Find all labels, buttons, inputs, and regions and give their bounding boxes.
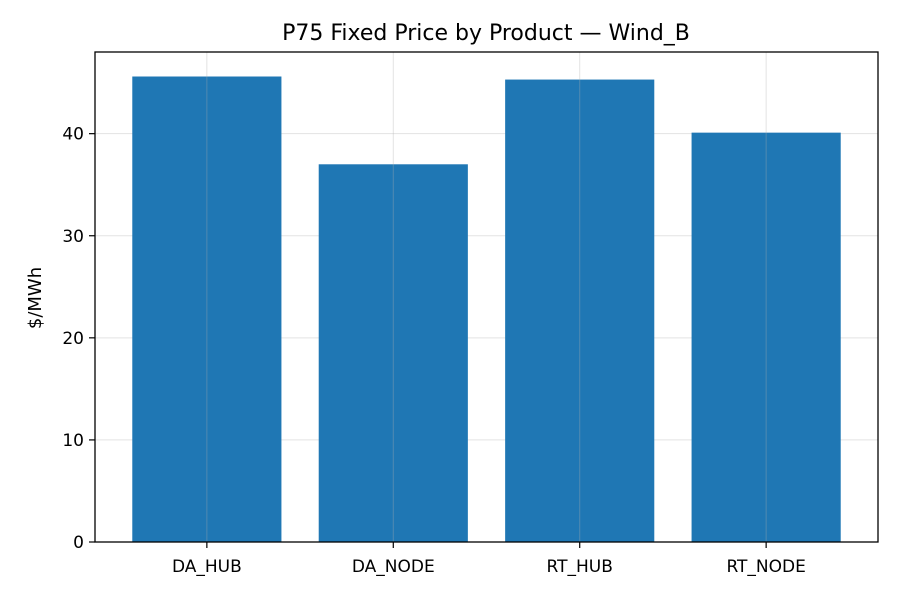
overlay-grid-layer <box>206 52 767 542</box>
y-tick-label: 10 <box>62 431 84 451</box>
x-tick-label: DA_HUB <box>172 557 242 577</box>
y-axis-label: $/MWh <box>25 267 46 329</box>
y-tick-label: 40 <box>62 125 84 145</box>
axis-layer <box>89 133 767 548</box>
bar-rt-node <box>691 132 841 543</box>
bar-da-node <box>318 164 468 542</box>
x-tick-label: RT_NODE <box>726 557 805 577</box>
tick-label-layer: 0 10 20 30 40 DA_HUB DA_NODE RT_HUB RT_NODE <box>62 125 805 577</box>
plot-frame <box>94 51 879 543</box>
y-tick-label: 30 <box>62 227 84 247</box>
y-tick-label: 0 <box>73 533 84 553</box>
bar-rt-hub <box>505 79 655 542</box>
bar-da-hub <box>132 76 282 542</box>
x-tick-label: DA_NODE <box>352 557 435 577</box>
x-tick-label: RT_HUB <box>547 557 613 577</box>
chart-title: P75 Fixed Price by Product — Wind_B <box>282 21 690 46</box>
bar-layer <box>132 76 841 543</box>
y-tick-label: 20 <box>62 329 84 349</box>
